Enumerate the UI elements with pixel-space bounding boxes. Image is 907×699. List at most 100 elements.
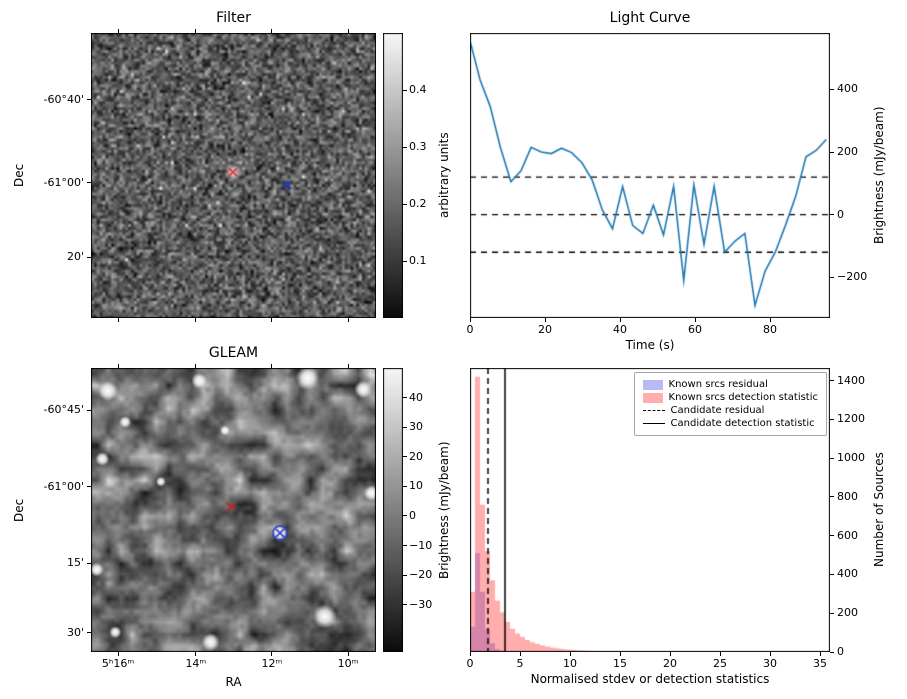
hist-xtick-label: 35: [813, 657, 827, 670]
gleam-xlabel: RA: [225, 675, 242, 689]
lightcurve-plot: [470, 33, 830, 318]
legend-line: [642, 410, 665, 411]
hist-xtick-label: 10: [563, 657, 577, 670]
gleam-cbar-tick-mark: [403, 604, 407, 606]
filter-cbar-tick-mark: [403, 260, 407, 262]
gleam-colorbar: [383, 368, 403, 652]
filter-xtick-mark-bottom: [347, 318, 349, 322]
lightcurve-ytick-label: −200: [837, 270, 868, 284]
gleam-cbar-tick-mark: [403, 426, 407, 428]
filter-colorbar: [383, 33, 403, 318]
filter-ytick-mark: [87, 99, 91, 101]
gleam-ytick-mark: [87, 632, 91, 634]
legend-item: Known srcs residual: [642, 379, 818, 390]
hist-ytick-mark: [830, 535, 834, 537]
filter-cbar-tick-mark: [403, 89, 407, 91]
gleam-cbar-tick-label: 20: [409, 449, 423, 463]
filter-ytick-label: -61°00': [43, 175, 85, 189]
filter-cbar-tick-mark: [403, 203, 407, 205]
hist-ytick-label: 600: [837, 528, 858, 542]
hist-ytick-label: 400: [837, 567, 858, 581]
hist-ytick-mark: [830, 380, 834, 382]
gleam-ytick-label: 30': [66, 625, 84, 639]
gleam-xtick-label: 10ᵐ: [337, 657, 359, 670]
lightcurve-ytick-label: 400: [837, 82, 858, 96]
lightcurve-xtick-mark: [619, 318, 621, 322]
gleam-cbar-tick-mark: [403, 485, 407, 487]
lightcurve-xtick-mark: [694, 318, 696, 322]
hist-xtick-mark: [519, 652, 521, 656]
gleam-title: GLEAM: [208, 345, 259, 361]
lightcurve-ytick-label: 0: [837, 207, 844, 221]
gleam-xtick-mark-bottom: [347, 652, 349, 656]
hist-ytick-label: 0: [837, 645, 844, 658]
hist-ytick-mark: [830, 457, 834, 459]
lightcurve-xtick-mark: [469, 318, 471, 322]
gleam-xtick-label: 5ʰ16ᵐ: [101, 657, 135, 670]
legend-item: Known srcs detection statistic: [642, 392, 818, 403]
lightcurve-xtick-mark: [544, 318, 546, 322]
gleam-xtick-label: 12ᵐ: [261, 657, 283, 670]
legend-item: Candidate detection statistic: [642, 418, 818, 429]
hist-xtick-label: 30: [763, 657, 777, 670]
legend-label: Known srcs residual: [668, 379, 768, 390]
hist-xtick-label: 25: [713, 657, 727, 670]
gleam-xtick-mark-bottom: [271, 652, 273, 656]
filter-xtick-mark-top: [271, 29, 273, 33]
hist-xtick-mark: [469, 652, 471, 656]
filter-xtick-mark-bottom: [195, 318, 197, 322]
gleam-ytick-label: -61°00': [43, 479, 85, 493]
gleam-xtick-mark-top: [347, 364, 349, 368]
lightcurve-ytick-mark: [830, 151, 834, 153]
hist-ytick-mark: [830, 418, 834, 420]
gleam-xtick-mark-top: [117, 364, 119, 368]
gleam-ylabel: Dec: [12, 498, 26, 522]
lightcurve-xtick-mark: [769, 318, 771, 322]
hist-xtick-label: 5: [516, 657, 524, 670]
hist-ytick-mark: [830, 651, 834, 653]
filter-cbar-tick-label: 0.4: [409, 83, 427, 96]
gleam-ytick-label: 15': [66, 556, 84, 570]
filter-ytick-label: 20': [66, 250, 84, 263]
gleam-xtick-mark-top: [271, 364, 273, 368]
hist-ytick-label: 200: [837, 606, 858, 620]
hist-xtick-mark: [569, 652, 571, 656]
filter-ytick-label: -60°40': [43, 92, 85, 106]
hist-xlabel: Normalised stdev or detection statistics: [530, 672, 770, 686]
gleam-xtick-mark-top: [195, 364, 197, 368]
hist-xtick-mark: [619, 652, 621, 656]
gleam-cbar-tick-mark: [403, 456, 407, 458]
hist-ytick-label: 800: [837, 489, 858, 503]
gleam-cbar-tick-label: −10: [409, 538, 433, 552]
gleam-xtick-label: 14ᵐ: [185, 657, 207, 670]
gleam-cbar-tick-label: −30: [409, 597, 433, 611]
lightcurve-ytick-label: 200: [837, 145, 858, 158]
filter-cbar-tick-label: 0.1: [409, 254, 427, 267]
filter-image: [91, 33, 376, 318]
gleam-cbar-tick-label: 0: [409, 508, 416, 522]
lightcurve-xlabel: Time (s): [625, 338, 675, 352]
gleam-ytick-mark: [87, 409, 91, 411]
legend-patch: [642, 392, 663, 403]
legend-label: Known srcs detection statistic: [668, 392, 818, 403]
lightcurve-title: Light Curve: [609, 10, 691, 26]
hist-xtick-mark: [719, 652, 721, 656]
legend-line: [642, 423, 665, 424]
gleam-image: [91, 368, 376, 652]
filter-colorbar-label: arbitrary units: [437, 132, 451, 219]
filter-xtick-mark-top: [195, 29, 197, 33]
hist-ytick-label: 1000: [837, 451, 865, 465]
hist-ytick-mark: [830, 612, 834, 614]
gleam-xtick-mark-bottom: [117, 652, 119, 656]
gleam-cbar-tick-label: −20: [409, 568, 433, 582]
gleam-cbar-tick-mark: [403, 397, 407, 399]
gleam-cbar-tick-label: 30: [409, 420, 423, 434]
lightcurve-ytick-mark: [830, 88, 834, 90]
hist-ytick-label: 1200: [837, 412, 865, 426]
legend-label: Candidate residual: [670, 405, 765, 416]
gleam-cbar-tick-mark: [403, 545, 407, 546]
filter-xtick-mark-bottom: [271, 318, 273, 322]
filter-ytick-mark: [87, 256, 91, 258]
lightcurve-xtick-label: 60: [688, 323, 702, 336]
